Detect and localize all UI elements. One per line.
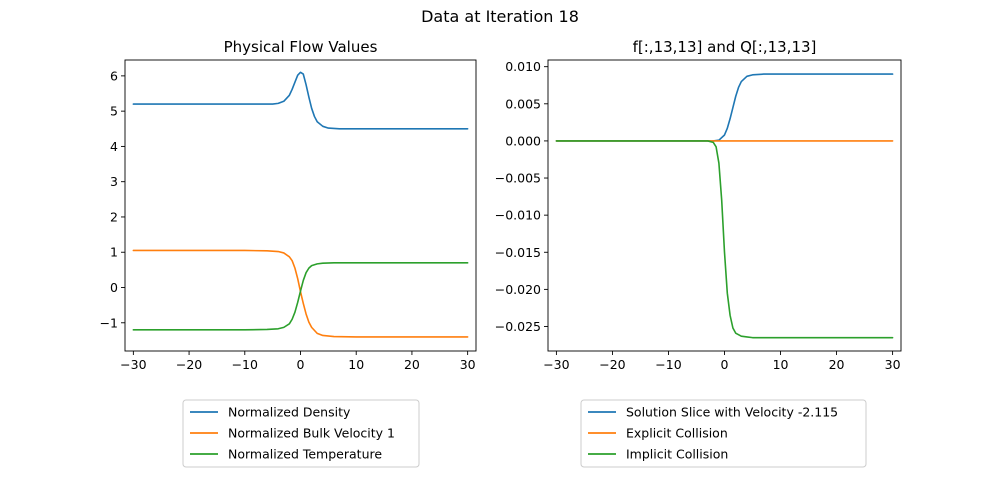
x-tick-label: −10: [655, 357, 681, 372]
series-line-1: [132, 71, 469, 130]
series-line-1: [555, 73, 894, 142]
axes-frame: [547, 59, 902, 352]
x-tick-label: 0: [721, 357, 729, 372]
chart-title: f[:,13,13] and Q[:,13,13]: [633, 38, 817, 56]
chart-2: f[:,13,13] and Q[:,13,13] −30 −20 −10 0 10 20 3…: [495, 38, 902, 372]
chart-1: Physical Flow Values−30 −20 −10 0 10 20 30−101…: [100, 38, 477, 372]
y-tick-label: 0: [110, 280, 118, 295]
x-tick-label: 10: [773, 357, 789, 372]
legend-label: Normalized Temperature: [228, 447, 382, 462]
x-tick-label: −10: [232, 357, 258, 372]
x-tick-label: 10: [348, 357, 364, 372]
x-tick-label: −20: [599, 357, 625, 372]
y-tick-label: 0.005: [505, 96, 541, 111]
x-tick-label: −30: [120, 357, 146, 372]
y-tick-label: −0.015: [495, 245, 541, 260]
x-tick-label: −30: [543, 357, 569, 372]
figure-title: Data at Iteration 18: [421, 7, 579, 26]
y-tick-label: −1: [100, 315, 118, 330]
y-tick-label: 3: [110, 174, 118, 189]
legend: Normalized Density Normalized Bulk Veloci…: [182, 399, 420, 468]
x-tick-label: 20: [829, 357, 845, 372]
legend-label: Explicit Collision: [626, 426, 728, 441]
x-tick-label: 20: [404, 357, 420, 372]
legend-label: Solution Slice with Velocity -2.115: [626, 405, 838, 420]
legend-label: Implicit Collision: [626, 447, 728, 462]
x-tick-label: −20: [176, 357, 202, 372]
y-tick-label: −0.010: [495, 208, 541, 223]
y-tick-label: −0.005: [495, 171, 541, 186]
y-tick-label: 1: [110, 245, 118, 260]
chart-title: Physical Flow Values: [224, 38, 378, 56]
y-tick-label: 5: [110, 104, 118, 119]
series-line-3: [555, 140, 894, 339]
y-tick-label: 0.010: [505, 59, 541, 74]
legend-box: [580, 399, 867, 468]
x-tick-label: 0: [297, 357, 305, 372]
legend-box: [182, 399, 420, 468]
legend: Solution Slice with Velocity -2.115 Expli…: [580, 399, 867, 468]
legend-label: Normalized Bulk Velocity 1: [228, 426, 395, 441]
y-tick-label: 2: [110, 209, 118, 224]
y-tick-label: 4: [110, 139, 118, 154]
y-tick-label: −0.025: [495, 319, 541, 334]
legend-label: Normalized Density: [228, 405, 351, 420]
y-tick-label: 6: [110, 68, 118, 83]
y-tick-label: −0.020: [495, 282, 541, 297]
x-tick-label: 30: [885, 357, 901, 372]
series-line-3: [132, 262, 469, 331]
y-tick-label: 0.000: [505, 133, 541, 148]
x-tick-label: 30: [460, 357, 476, 372]
